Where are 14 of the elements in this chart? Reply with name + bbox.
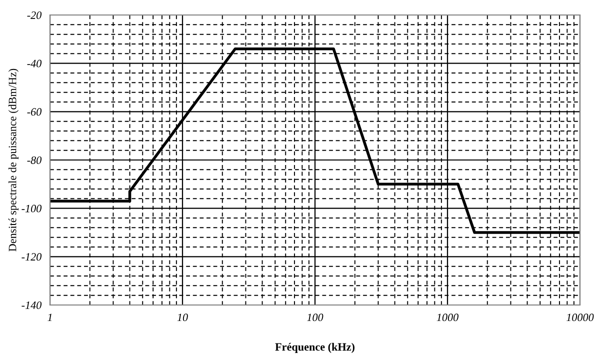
x-tick-label: 10 [177, 314, 188, 322]
y-tick-label: -100 [22, 204, 42, 212]
x-tick-label: 1 [48, 314, 52, 322]
x-axis-title: Fréquence (kHz) [275, 342, 354, 353]
y-tick-label: -20 [27, 11, 42, 19]
y-tick-label: -120 [22, 253, 42, 261]
x-tick-label: 1000 [436, 314, 458, 322]
y-tick-label: -60 [27, 108, 42, 116]
x-tick-label: 10000 [566, 314, 594, 322]
y-tick-label: -80 [27, 156, 42, 164]
y-tick-label: -40 [27, 60, 42, 68]
y-tick-label: -140 [22, 301, 42, 309]
y-axis-title: Densité spectrale de puissance (dBm/Hz) [8, 68, 19, 252]
x-tick-label: 100 [307, 314, 324, 322]
